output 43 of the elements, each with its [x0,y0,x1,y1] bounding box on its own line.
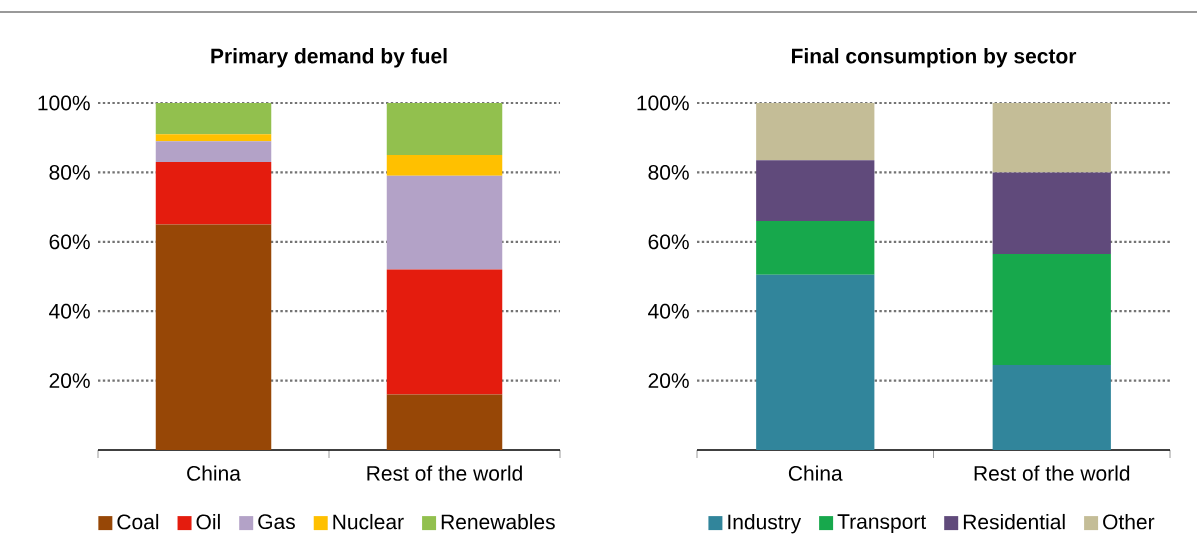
y-tick-label: 100% [38,95,90,111]
legend-label: Coal [117,513,159,530]
bar [756,220,875,275]
legend-label: Gas [258,514,295,530]
legend-label: Oil [196,513,220,530]
bar [155,141,272,162]
legend-label: Renewables [441,513,555,530]
chart-title: Final consumption by sector [791,48,1077,68]
bar [386,155,503,176]
bar [992,102,1111,173]
x-tick-label: China [187,465,241,481]
bar [386,102,503,156]
legend-label: Industry [728,513,802,534]
bar [155,224,272,450]
y-tick-label: 80% [648,164,689,180]
bar [756,274,875,450]
bar [386,269,503,395]
legend-label: Transport [837,514,927,534]
bar [756,160,875,221]
bar [992,253,1111,365]
y-tick-label: 60% [49,234,90,250]
legend-label: Other [1103,513,1155,530]
bar [756,102,875,161]
y-tick-label: 40% [648,303,689,319]
bar [155,134,272,142]
y-tick-label: 40% [49,303,90,319]
y-tick-label: 100% [637,95,689,111]
x-tick-label: Rest of the world [974,465,1130,481]
x-tick-label: Rest of the world [367,465,522,481]
bar [155,102,272,135]
bar [386,394,503,450]
y-tick-label: 20% [648,373,689,389]
legend-label: Residential [963,513,1065,530]
bar [386,175,503,270]
bar [155,161,272,225]
y-tick-label: 60% [648,234,689,250]
legend-label: Nuclear [333,513,404,530]
bar [992,364,1111,450]
bar [992,172,1111,254]
y-tick-label: 80% [49,164,90,180]
x-tick-label: China [788,465,843,481]
y-tick-label: 20% [49,373,90,389]
chart-title: Primary demand by fuel [211,48,447,68]
